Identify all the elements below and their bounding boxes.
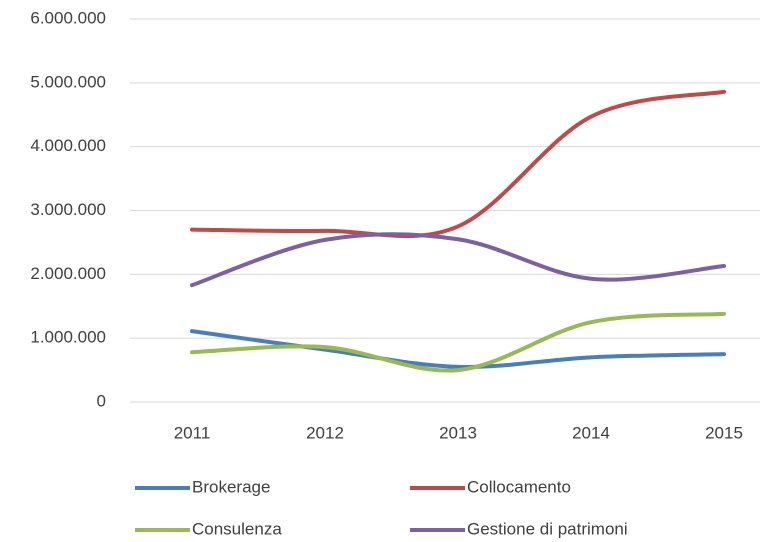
series-line [190, 232, 726, 288]
legend-label: Brokerage [192, 477, 270, 496]
series-line [190, 329, 726, 370]
x-tick-label: 2015 [705, 423, 743, 442]
y-tick-label: 6.000.000 [30, 8, 106, 27]
y-tick-label: 5.000.000 [30, 72, 106, 91]
x-tick-label: 2012 [306, 423, 344, 442]
y-tick-label: 2.000.000 [30, 264, 106, 283]
x-tick-label: 2013 [439, 423, 477, 442]
y-tick-label: 3.000.000 [30, 200, 106, 219]
y-tick-label: 0 [97, 391, 106, 410]
series-line [190, 311, 726, 373]
x-tick-label: 2014 [572, 423, 610, 442]
legend-label: Consulenza [192, 519, 282, 538]
legend-label: Gestione di patrimoni [467, 519, 628, 538]
y-tick-label: 4.000.000 [30, 136, 106, 155]
legend-label: Collocamento [467, 477, 571, 496]
series-line [190, 89, 726, 239]
x-tick-label: 2011 [174, 423, 211, 442]
y-tick-label: 1.000.000 [30, 328, 106, 347]
